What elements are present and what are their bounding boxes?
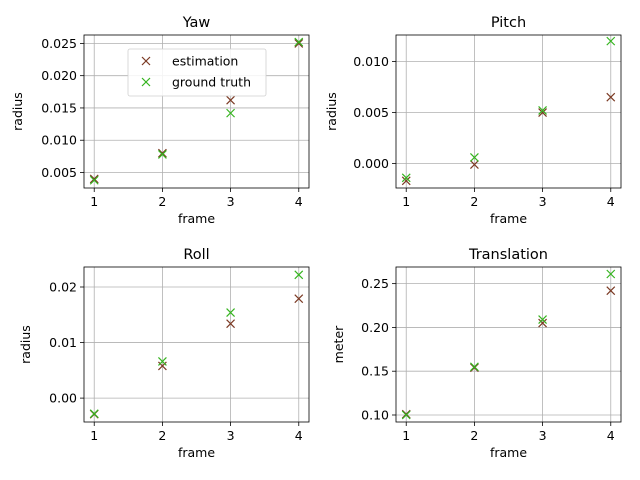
- data-points: [89, 270, 304, 419]
- x-axis-label: frame: [490, 445, 527, 460]
- y-tick-label: 0.15: [361, 364, 389, 379]
- y-tick-label: 0.005: [353, 105, 389, 120]
- x-axis-label: frame: [178, 211, 215, 226]
- data-point-ground-truth: [469, 362, 479, 372]
- chart-title: Roll: [183, 247, 209, 263]
- y-tick-label: 0.015: [41, 100, 77, 115]
- y-tick-label: 0.010: [353, 54, 389, 69]
- x-tick-label: 2: [158, 194, 166, 209]
- data-point-ground-truth: [606, 36, 616, 46]
- x-tick-label: 4: [607, 428, 615, 443]
- data-points: [89, 37, 304, 185]
- grid: [396, 267, 621, 422]
- y-tick-label: 0.020: [41, 68, 77, 83]
- chart-title: Translation: [468, 247, 548, 263]
- axes-frame: [395, 34, 622, 189]
- x-tick-label: 1: [90, 428, 98, 443]
- x-tick-label: 1: [90, 194, 98, 209]
- data-point-ground-truth: [606, 269, 616, 279]
- y-tick-label: 0.10: [361, 407, 389, 422]
- x-tick-label: 3: [227, 428, 235, 443]
- axes-frame: [83, 34, 310, 189]
- data-point-estimation: [294, 38, 304, 48]
- data-points: [401, 36, 616, 186]
- axes-frame: [395, 266, 622, 423]
- x-tick-label: 1: [402, 428, 410, 443]
- panel-3: 1 2 3 4 0.10 0.15 0.20 0.25 Translation frame mete…: [331, 247, 622, 460]
- y-tick-label: 0.01: [49, 335, 77, 350]
- data-point-estimation: [401, 409, 411, 419]
- data-point-ground-truth: [226, 108, 236, 118]
- data-point-ground-truth: [157, 150, 167, 159]
- grid: [396, 35, 621, 188]
- panel-0: 1 2 3 4 0.005 0.010 0.015 0.020 0.025 Yaw frame rad…: [10, 15, 310, 226]
- data-point-estimation: [157, 148, 167, 158]
- legend-entry-label: estimation: [172, 54, 238, 69]
- x-axis-label: frame: [178, 445, 215, 460]
- x-tick-label: 1: [402, 194, 410, 209]
- data-point-ground-truth: [469, 152, 479, 162]
- panel-2: 1 2 3 4 0.00 0.01 0.02 Roll frame radius: [18, 247, 310, 460]
- data-point-ground-truth: [89, 409, 99, 419]
- y-axis-label: radius: [324, 92, 339, 131]
- chart-title: Yaw: [182, 15, 211, 31]
- y-axis-label: radius: [10, 92, 25, 131]
- panel-1: 1 2 3 4 0.000 0.005 0.010 Pitch frame radius: [324, 15, 622, 226]
- data-point-estimation: [469, 363, 479, 373]
- y-axis-label: radius: [18, 325, 33, 364]
- data-point-estimation: [226, 319, 236, 329]
- x-tick-label: 2: [158, 428, 166, 443]
- data-point-estimation: [294, 294, 304, 304]
- axes-frame: [83, 266, 310, 423]
- x-tick-label: 4: [607, 194, 615, 209]
- data-point-ground-truth: [401, 410, 411, 420]
- y-tick-label: 0.010: [41, 133, 77, 148]
- data-point-ground-truth: [294, 270, 304, 280]
- x-tick-label: 3: [539, 194, 547, 209]
- x-tick-label: 2: [470, 428, 478, 443]
- y-tick-label: 0.025: [41, 36, 77, 51]
- data-point-ground-truth: [294, 37, 304, 47]
- y-tick-label: 0.005: [41, 165, 77, 180]
- data-point-ground-truth: [89, 175, 99, 185]
- x-tick-label: 4: [295, 194, 303, 209]
- data-point-ground-truth: [538, 315, 548, 324]
- data-point-estimation: [89, 174, 99, 184]
- data-point-estimation: [606, 286, 616, 296]
- data-point-ground-truth: [226, 308, 236, 317]
- x-tick-label: 4: [295, 428, 303, 443]
- data-points: [401, 269, 616, 420]
- data-point-estimation: [469, 160, 479, 169]
- y-tick-label: 0.02: [49, 280, 77, 295]
- y-tick-label: 0.25: [361, 276, 389, 291]
- data-point-estimation: [157, 361, 167, 371]
- grid: [84, 267, 309, 422]
- y-axis-label: meter: [331, 325, 346, 363]
- x-tick-label: 2: [470, 194, 478, 209]
- data-point-estimation: [538, 318, 548, 328]
- data-point-ground-truth: [157, 357, 167, 366]
- x-axis-label: frame: [490, 211, 527, 226]
- data-point-ground-truth: [538, 106, 548, 115]
- y-tick-label: 0.00: [49, 391, 77, 406]
- x-tick-label: 3: [227, 194, 235, 209]
- data-point-estimation: [538, 108, 548, 117]
- legend-marker: [141, 56, 151, 66]
- legend-box: [127, 48, 267, 97]
- data-point-estimation: [606, 92, 616, 102]
- data-point-estimation: [226, 95, 236, 105]
- data-point-ground-truth: [401, 173, 411, 183]
- chart-title: Pitch: [491, 15, 526, 31]
- legend-entry-label: ground truth: [172, 75, 251, 90]
- data-point-estimation: [401, 176, 411, 186]
- legend-marker: [141, 77, 151, 87]
- y-tick-label: 0.000: [353, 156, 389, 171]
- y-tick-label: 0.20: [361, 320, 389, 335]
- legend: estimation ground truth: [127, 48, 267, 97]
- x-tick-label: 3: [539, 428, 547, 443]
